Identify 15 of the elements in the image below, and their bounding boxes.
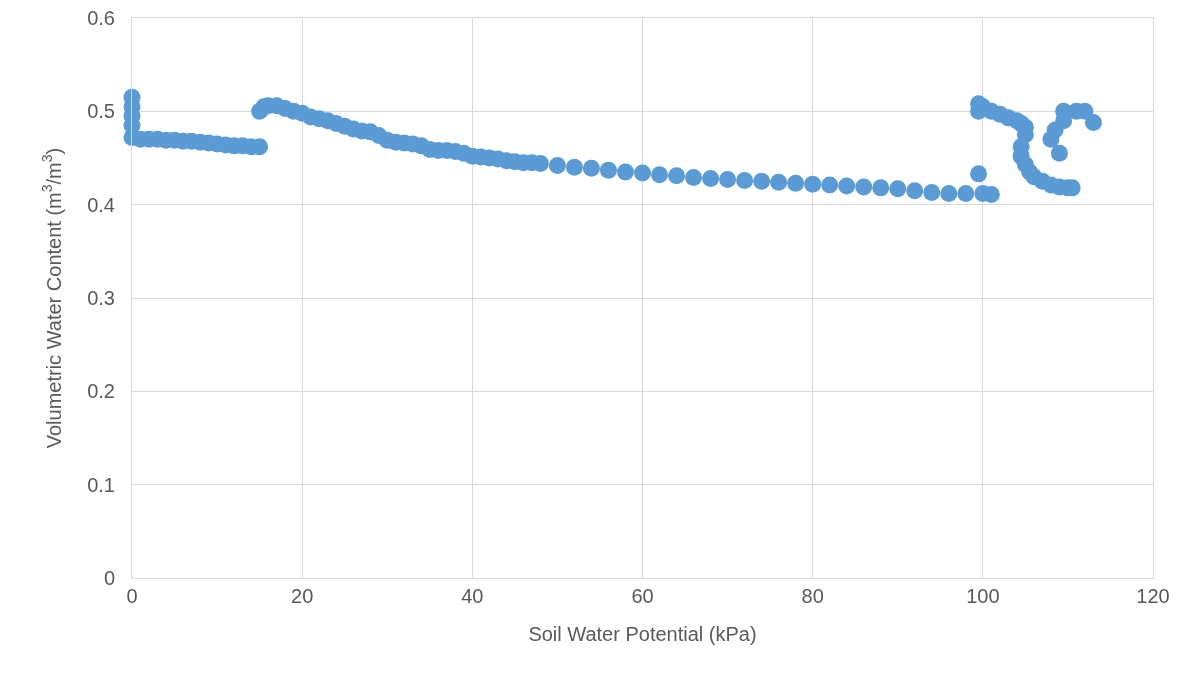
x-tick-label: 40	[461, 585, 484, 607]
y-tick-label: 0.4	[87, 193, 115, 216]
x-axis-title: Soil Water Potential (kPa)	[528, 622, 757, 645]
y-tick-label: 0	[103, 567, 115, 589]
y-tick-label: 0.6	[87, 7, 115, 29]
y-tick-label: 0.1	[87, 473, 115, 496]
y-tick-label: 0.5	[87, 100, 115, 123]
x-tick-label: 80	[801, 585, 824, 607]
x-tick-label: 120	[1136, 585, 1170, 607]
x-tick-label: 20	[291, 585, 314, 607]
x-tick-label: 60	[631, 585, 654, 607]
x-tick-label: 0	[126, 585, 138, 607]
y-tick-label: 0.3	[87, 287, 115, 309]
x-tick-label: 100	[966, 585, 1000, 607]
y-tick-label: 0.2	[87, 380, 115, 403]
